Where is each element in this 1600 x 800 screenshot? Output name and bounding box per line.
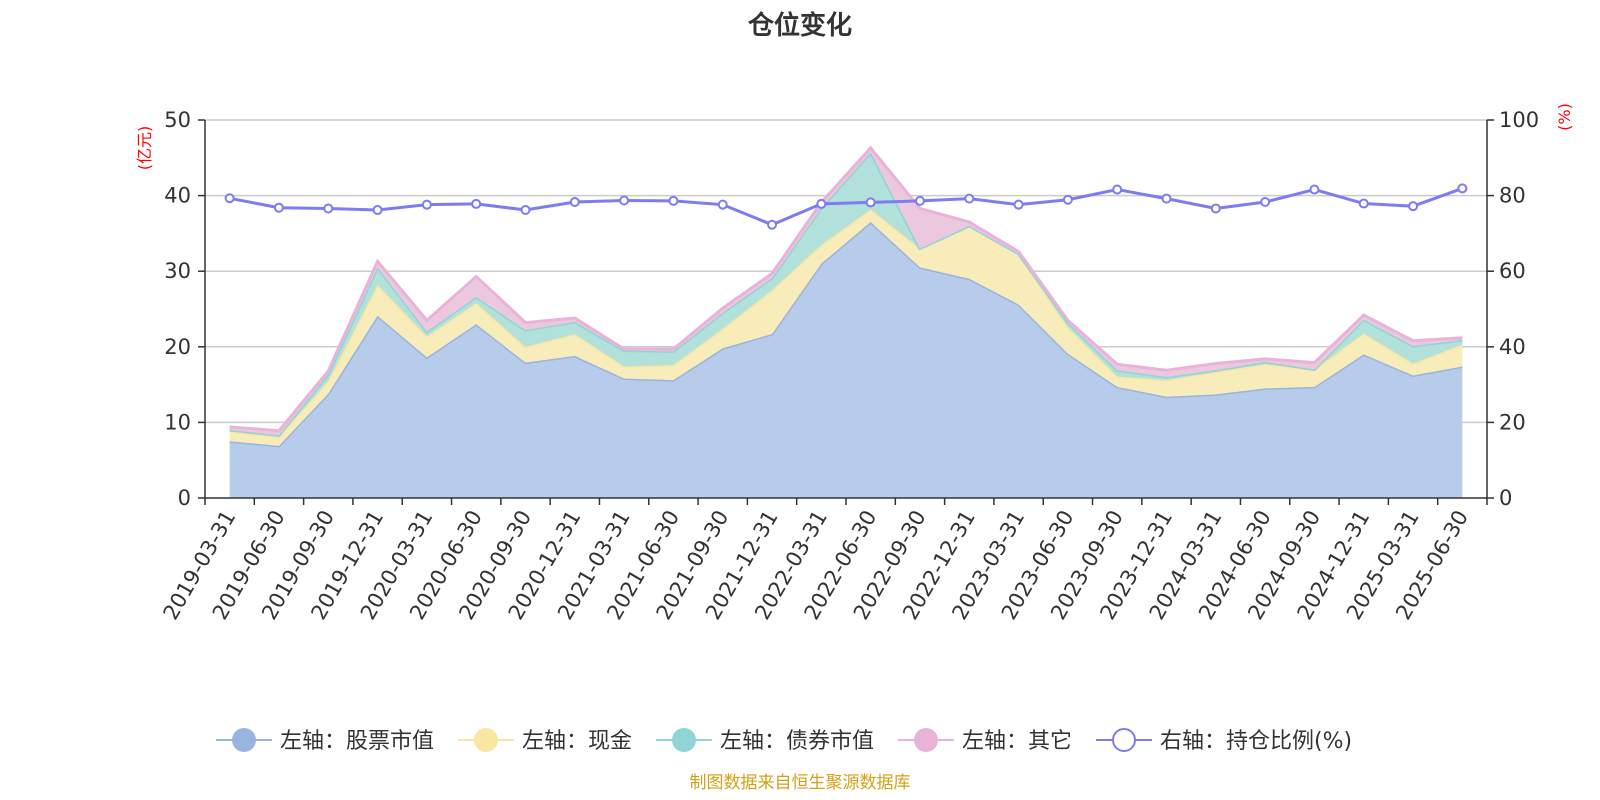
ratio-point — [372, 204, 383, 215]
ratio-point — [520, 204, 531, 215]
ratio-point — [1062, 194, 1073, 205]
ratio-point — [1161, 193, 1172, 204]
left-tick-label: 0 — [178, 486, 191, 510]
right-tick-label: 0 — [1499, 486, 1512, 510]
legend-label: 左轴：现金 — [522, 729, 632, 754]
ratio-point — [1013, 199, 1024, 210]
ratio-point — [1457, 183, 1468, 194]
ratio-point — [471, 198, 482, 209]
ratio-point — [569, 197, 580, 208]
stacked-areas — [229, 145, 1463, 498]
left-tick-label: 20 — [164, 335, 191, 359]
legend-marker-circle — [1112, 728, 1136, 752]
area-series-3 — [229, 147, 1463, 436]
ratio-point — [1309, 184, 1320, 195]
left-tick-label: 50 — [164, 108, 191, 132]
right-tick-label: 80 — [1499, 184, 1526, 208]
ratio-point — [767, 219, 778, 230]
right-tick-label: 100 — [1499, 108, 1539, 132]
source-note: 制图数据来自恒生聚源数据库 — [690, 773, 911, 793]
left-tick-label: 40 — [164, 184, 191, 208]
legend-label: 右轴：持仓比例(%) — [1160, 729, 1352, 754]
ratio-point — [914, 195, 925, 206]
right-axis-unit: (%) — [1555, 103, 1574, 131]
right-tick-label: 40 — [1499, 335, 1526, 359]
ratio-point — [273, 202, 284, 213]
legend: 左轴：股票市值 左轴：现金 左轴：债券市值 左轴：其它 右轴：持仓比例(%) — [216, 728, 1352, 754]
area-series-0 — [229, 222, 1463, 498]
ratio-point — [816, 198, 827, 209]
legend-marker-circle — [672, 728, 696, 752]
ratio-point — [865, 197, 876, 208]
left-axis-unit: (亿元) — [135, 126, 154, 171]
ratio-point — [1112, 184, 1123, 195]
right-tick-label: 20 — [1499, 410, 1526, 434]
ratio-point — [1260, 197, 1271, 208]
ratio-point — [1210, 203, 1221, 214]
ratio-point — [668, 195, 679, 206]
right-tick-label: 60 — [1499, 259, 1526, 283]
ratio-point — [619, 195, 630, 206]
legend-marker-circle — [914, 728, 938, 752]
ratio-line-path — [229, 187, 1463, 227]
ratio-point — [323, 203, 334, 214]
ratio-point — [717, 199, 728, 210]
ratio-point — [964, 193, 975, 204]
area-series-1 — [229, 209, 1463, 446]
ratio-point — [224, 193, 235, 204]
legend-label: 左轴：其它 — [962, 729, 1072, 754]
area-outline-series-3 — [229, 145, 1463, 433]
legend-marker-circle — [232, 728, 256, 752]
left-tick-label: 30 — [164, 259, 191, 283]
area-series-2 — [229, 152, 1463, 437]
ratio-line — [224, 183, 1468, 230]
ratio-point — [421, 199, 432, 210]
chart-title: 仓位变化 — [747, 10, 852, 41]
legend-label: 左轴：股票市值 — [280, 729, 434, 754]
ratio-point — [1358, 198, 1369, 209]
legend-marker-circle — [474, 728, 498, 752]
legend-label: 左轴：债券市值 — [720, 729, 874, 754]
ratio-point — [1408, 201, 1419, 212]
left-tick-label: 10 — [164, 410, 191, 434]
